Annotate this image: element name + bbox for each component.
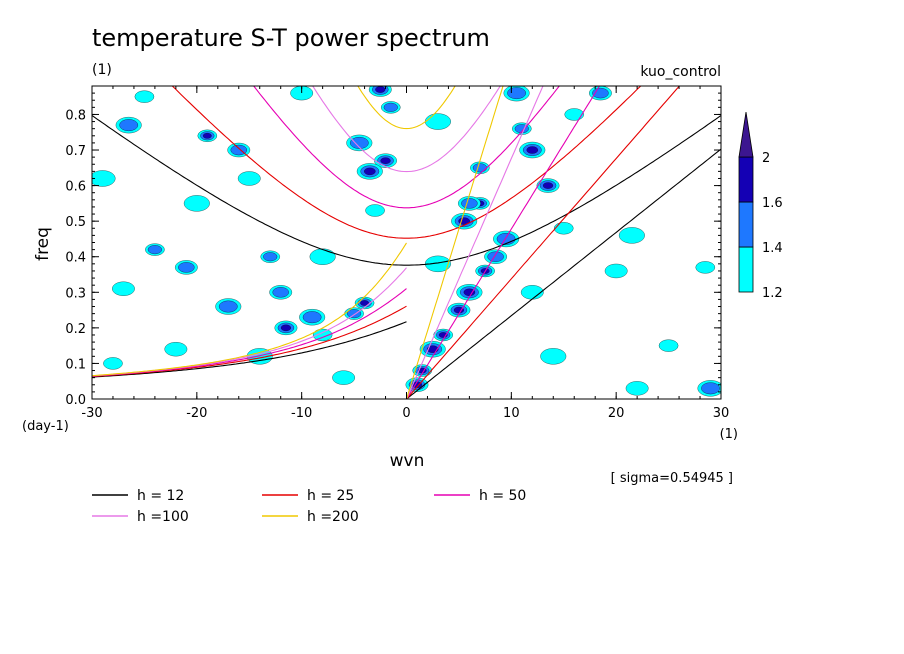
plot-area: [92, 86, 721, 399]
spectral-blob: [92, 170, 116, 187]
colorbar-arrow: [738, 111, 754, 158]
spectral-blob: [697, 380, 721, 397]
spectral-blob: [309, 248, 336, 265]
spectral-blob: [470, 161, 490, 174]
legend-item: h = 12: [92, 488, 184, 504]
spectral-blob: [215, 298, 242, 315]
dispersion-curve-h25: [92, 86, 681, 399]
spectral-blob: [145, 243, 165, 256]
spectral-blob: [604, 263, 628, 279]
colorbar-label: 1.2: [762, 286, 783, 301]
spectral-blob: [618, 227, 645, 244]
legend-item: h =100: [92, 509, 189, 525]
spectral-blob: [519, 141, 546, 159]
legend-item: h =200: [262, 509, 359, 525]
spectral-blob: [260, 250, 280, 263]
y-unit-label: (day-1): [22, 419, 69, 434]
colorbar-label: 1.4: [762, 241, 783, 256]
spectral-blob: [458, 196, 481, 211]
spectral-blob: [484, 249, 507, 264]
spectral-blob: [274, 320, 298, 336]
colorbar-label: 2: [762, 151, 770, 166]
legend-label: h =100: [137, 509, 189, 525]
x-tick-label: 30: [713, 406, 730, 421]
x-tick-label: 20: [608, 406, 625, 421]
x-tick-label: -20: [186, 406, 207, 421]
spectral-blob: [356, 163, 383, 180]
spectral-blob: [312, 328, 333, 342]
x-axis-label: wvn: [390, 451, 425, 471]
spectral-blob: [112, 281, 135, 296]
y-tick-label: 0.1: [65, 357, 86, 372]
sigma-label: [ sigma=0.54945 ]: [611, 471, 733, 486]
spectral-blob: [658, 339, 679, 352]
spectral-blob: [346, 134, 373, 152]
legend-label: h =200: [307, 509, 359, 525]
spectral-blob: [332, 370, 355, 385]
y-tick-label: 0.5: [65, 215, 86, 230]
spectral-blob: [237, 171, 261, 186]
colorbar-segment: [738, 201, 754, 248]
spectral-blob: [564, 108, 584, 121]
spectral-blob: [183, 195, 210, 212]
legend: h = 12 h = 25 h = 50 h =100 h =200: [92, 488, 526, 525]
legend-item: h = 50: [434, 488, 526, 504]
legend-item: h = 25: [262, 488, 354, 504]
spectral-blob: [134, 90, 155, 103]
spectral-blob: [695, 261, 716, 274]
spectral-blob: [103, 357, 123, 370]
spectral-blob: [540, 348, 567, 365]
spectral-blob: [175, 260, 198, 275]
y-tick-label: 0.2: [65, 322, 86, 337]
spectral-blob: [197, 129, 218, 142]
spectral-blob: [374, 153, 397, 168]
colorbar-label: 1.6: [762, 196, 783, 211]
colorbar-segment: [738, 246, 754, 293]
x-unit-label: (1): [720, 427, 738, 442]
y-tick-label: 0.3: [65, 286, 86, 301]
x-tick-label: -30: [81, 406, 102, 421]
colorbar: 1.2 1.4 1.6 2: [738, 111, 783, 301]
y-axis-ticks: 0.0 0.1 0.2 0.3 0.4 0.5 0.6 0.7 0.8: [65, 92, 721, 408]
dispersion-curve-h12: [92, 115, 721, 399]
x-tick-label: 10: [503, 406, 520, 421]
dispersion-curves: [92, 86, 721, 399]
spectral-blob: [536, 178, 560, 193]
spectral-blob: [115, 116, 142, 134]
spectral-blob: [554, 222, 574, 235]
legend-label: h = 50: [479, 488, 526, 504]
spectral-blob: [425, 113, 451, 130]
y-tick-label: 0.6: [65, 180, 86, 195]
spectral-blob: [299, 309, 326, 326]
y-tick-label: 0.8: [65, 108, 86, 123]
y-tick-label: 0.4: [65, 251, 86, 266]
x-tick-label: 0: [402, 406, 410, 421]
experiment-label: kuo_control: [640, 64, 721, 80]
y-tick-label: 0.0: [65, 393, 86, 408]
y-axis-label: freq: [33, 227, 53, 261]
spectral-blob: [503, 86, 530, 102]
spectral-blob: [368, 86, 392, 97]
y-tick-label: 0.7: [65, 144, 86, 159]
spectral-blob: [365, 204, 385, 217]
legend-label: h = 25: [307, 488, 354, 504]
dispersion-curve-h200: [92, 86, 504, 399]
colorbar-segment: [738, 156, 754, 203]
spectral-blob: [381, 101, 401, 114]
x-tick-label: -10: [291, 406, 312, 421]
legend-label: h = 12: [137, 488, 184, 504]
spectral-blob: [269, 285, 293, 300]
x-axis-ticks: -30 -20 -10 0 10 20 30: [81, 86, 729, 421]
spectral-blob: [625, 381, 649, 396]
chart-title: temperature S-T power spectrum: [92, 24, 490, 52]
chart-subtitle: (1): [92, 62, 112, 78]
spectral-blob: [164, 342, 188, 357]
spectral-blob: [493, 230, 520, 248]
